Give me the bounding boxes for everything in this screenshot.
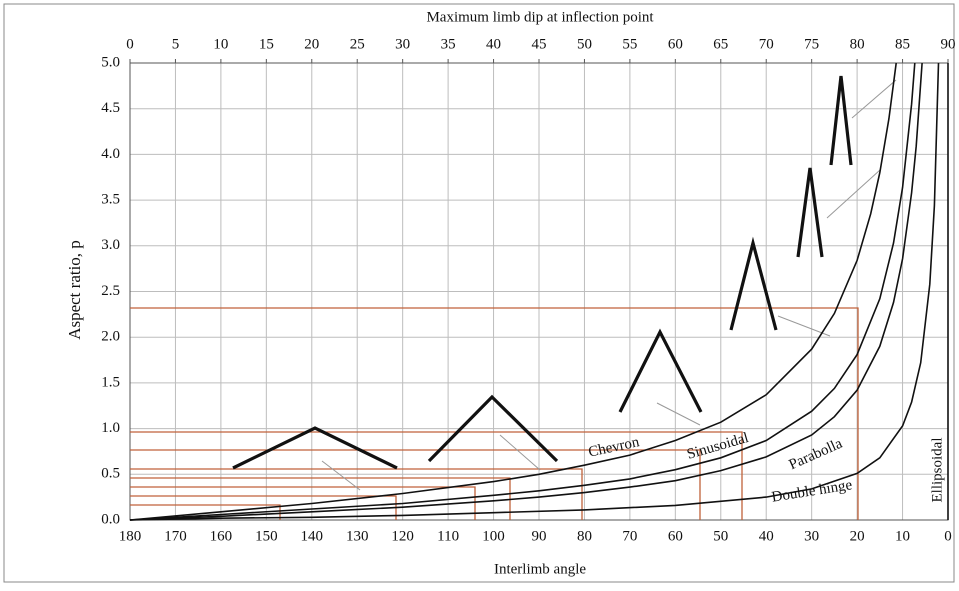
x2-tick-label: 25	[350, 36, 365, 52]
x2-tick-label: 35	[441, 36, 456, 52]
x2-tick-label: 0	[126, 36, 134, 52]
series-line	[129, 62, 923, 521]
reference-line	[130, 307, 859, 520]
series-line	[129, 62, 897, 521]
x2-tick-label: 5	[172, 36, 180, 52]
x2-tick-label: 20	[304, 36, 319, 52]
x2-tick-label: 40	[486, 36, 501, 52]
reference-line	[130, 477, 511, 520]
x-tick-label: 140	[301, 528, 324, 544]
x-tick-label: 60	[668, 528, 683, 544]
series-line	[129, 62, 940, 521]
x-tick-label: 40	[759, 528, 774, 544]
y-tick-label: 3.0	[101, 237, 120, 253]
x-tick-label: 80	[577, 528, 592, 544]
x-tick-label: 10	[895, 528, 910, 544]
y-tick-label: 2.0	[101, 329, 120, 345]
x2-tick-label: 70	[759, 36, 774, 52]
y-tick-label: 0.0	[101, 511, 120, 527]
y-axis-title: Aspect ratio, p	[65, 240, 84, 340]
y-tick-label: 3.5	[101, 192, 120, 208]
fold-glyph	[618, 328, 703, 413]
grid	[129, 59, 949, 521]
y-tick-label: 0.5	[101, 466, 120, 482]
reference-line	[130, 486, 476, 520]
y-tick-label: 5.0	[101, 54, 120, 70]
arrows	[321, 79, 897, 491]
fold-glyph	[427, 394, 559, 463]
x-tick-label: 120	[391, 528, 414, 544]
x2-tick-label: 55	[622, 36, 637, 52]
fold-glyph	[796, 167, 824, 258]
fold-glyphs	[232, 75, 853, 470]
x2-tick-label: 50	[577, 36, 592, 52]
x2-tick-label: 90	[941, 36, 956, 52]
x2-tick-label: 30	[395, 36, 410, 52]
x-tick-label: 50	[713, 528, 728, 544]
x-tick-label: 90	[532, 528, 547, 544]
reference-line	[130, 495, 397, 520]
arrow	[656, 402, 701, 426]
x2-tick-label: 45	[532, 36, 547, 52]
fold-glyph	[729, 236, 778, 331]
arrow	[499, 434, 541, 471]
x-tick-label: 110	[437, 528, 459, 544]
x2-tick-label: 15	[259, 36, 274, 52]
x-tick-label: 130	[346, 528, 369, 544]
x-tick-label: 20	[850, 528, 865, 544]
x2-axis-title: Maximum limb dip at inflection point	[426, 9, 654, 25]
fold-glyph	[829, 75, 853, 166]
x2-tick-label: 80	[850, 36, 865, 52]
fold-glyph	[232, 426, 398, 470]
y-tick-label: 4.0	[101, 146, 120, 162]
x2-tick-label: 60	[668, 36, 683, 52]
x2-tick-label: 65	[713, 36, 728, 52]
x-tick-label: 180	[119, 528, 142, 544]
series-label: Ellipsoidal	[929, 438, 945, 503]
series-label: Chevron	[587, 434, 641, 460]
x-tick-label: 160	[210, 528, 233, 544]
reference-line	[130, 504, 281, 520]
x-tick-label: 70	[622, 528, 637, 544]
series-line	[129, 62, 916, 521]
x-tick-label: 150	[255, 528, 278, 544]
arrow	[851, 79, 897, 119]
x-tick-label: 170	[164, 528, 187, 544]
x2-tick-label: 75	[804, 36, 819, 52]
frame	[3, 3, 955, 583]
series-label: Parabolla	[787, 436, 846, 474]
x-tick-label: 30	[804, 528, 819, 544]
arrow	[826, 169, 881, 219]
reference-line	[130, 449, 701, 520]
curves	[129, 62, 949, 521]
x-tick-label: 100	[482, 528, 505, 544]
arrow	[321, 460, 361, 491]
x2-tick-label: 10	[213, 36, 228, 52]
y-tick-label: 1.0	[101, 420, 120, 436]
y-tick-label: 4.5	[101, 100, 120, 116]
x2-tick-label: 85	[895, 36, 910, 52]
reference-line	[130, 468, 583, 520]
y-tick-label: 1.5	[101, 374, 120, 390]
x-tick-label: 0	[944, 528, 952, 544]
y-tick-label: 2.5	[101, 283, 120, 299]
reference-line	[130, 431, 743, 520]
x-axis-title: Interlimb angle	[494, 561, 586, 577]
reference-lines	[130, 307, 859, 520]
